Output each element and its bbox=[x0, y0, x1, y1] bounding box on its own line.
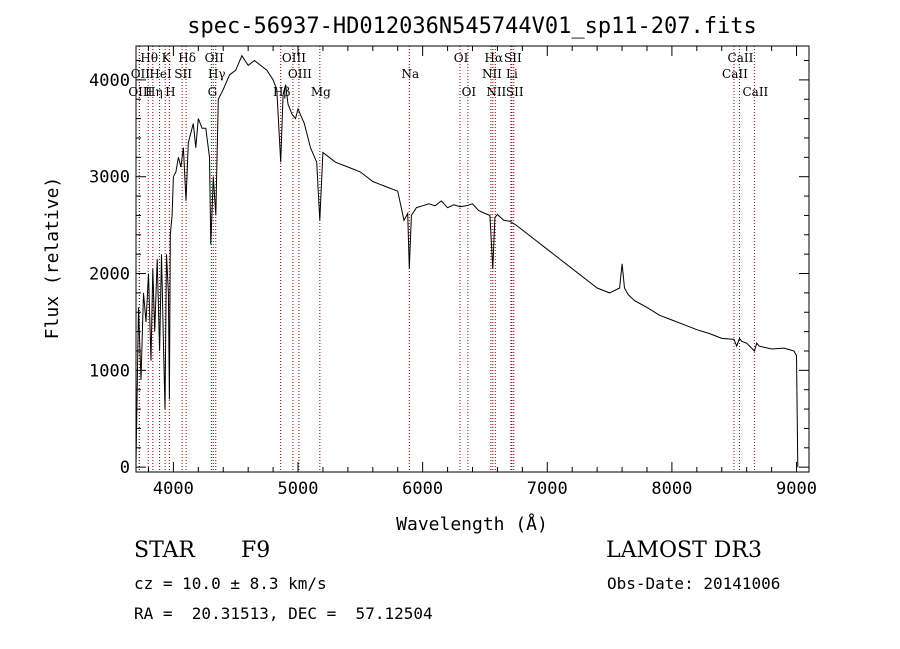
spectral-line-label: SII bbox=[174, 67, 192, 81]
spectral-line-label: OIII bbox=[128, 85, 152, 99]
x-tick-label: 6000 bbox=[402, 479, 443, 499]
spectrum-series-line bbox=[135, 54, 799, 468]
spectral-line-label: Hγ bbox=[208, 67, 226, 81]
spectral-line-label: CaII bbox=[728, 51, 754, 65]
spectral-line-label: Hα bbox=[485, 51, 504, 65]
spectral-line-label: NII bbox=[482, 67, 502, 81]
x-tick-label: 8000 bbox=[651, 479, 692, 499]
spectral-line-label: SII bbox=[506, 85, 524, 99]
survey-name: LAMOST DR3 bbox=[606, 538, 762, 563]
spectral-line-label: OIII bbox=[288, 67, 312, 81]
spectral-line-label: H bbox=[165, 85, 175, 99]
spectral-line-label: Hθ bbox=[140, 51, 158, 65]
chart-title: spec-56937-HD012036N545744V01_sp11-207.f… bbox=[187, 14, 757, 39]
spectral-line-label: CaII bbox=[722, 67, 748, 81]
y-tick-label: 4000 bbox=[89, 71, 130, 91]
spectral-line-label: K bbox=[162, 51, 172, 65]
spectral-line-label: CaII bbox=[742, 85, 768, 99]
x-axis-label: Wavelength (Å) bbox=[396, 513, 548, 535]
obs-date-text: Obs-Date: 20141006 bbox=[607, 574, 781, 593]
spectral-line-label: HeI bbox=[149, 67, 172, 81]
y-axis-ticks: 0 1000 2000 3000 4000 bbox=[89, 60, 809, 478]
y-tick-label: 3000 bbox=[89, 168, 130, 188]
y-tick-label: 0 bbox=[120, 458, 130, 478]
spectral-line-label: OI bbox=[454, 51, 469, 65]
spectral-line-markers bbox=[138, 46, 755, 472]
spectral-line-label: Li bbox=[506, 67, 518, 81]
spectral-line-label: NII bbox=[486, 85, 506, 99]
plot-frame bbox=[135, 45, 810, 473]
spectral-line-label: OI bbox=[462, 85, 477, 99]
spectral-line-label: OII bbox=[205, 51, 225, 65]
x-tick-label: 5000 bbox=[278, 479, 319, 499]
spectral-line-label: SII bbox=[504, 51, 522, 65]
spectral-line-label: Na bbox=[401, 67, 419, 81]
spectral-line-label: Hη bbox=[145, 85, 163, 99]
y-tick-label: 1000 bbox=[89, 361, 130, 381]
x-tick-label: 4000 bbox=[153, 479, 194, 499]
coordinates-text: RA = 20.31513, DEC = 57.12504 bbox=[134, 604, 433, 623]
object-class: STAR bbox=[134, 538, 195, 563]
y-tick-label: 2000 bbox=[89, 265, 130, 285]
spectral-line-label: Mg bbox=[311, 85, 331, 99]
redshift-text: cz = 10.0 ± 8.3 km/s bbox=[134, 574, 327, 593]
x-tick-label: 7000 bbox=[527, 479, 568, 499]
y-axis-label: Flux (relative) bbox=[42, 177, 63, 340]
spectral-line-label: G bbox=[208, 85, 218, 99]
x-tick-label: 9000 bbox=[776, 479, 817, 499]
x-axis-ticks: 4000 5000 6000 7000 8000 9000 bbox=[147, 46, 817, 499]
spectral-line-label: OIII bbox=[282, 51, 306, 65]
spectral-line-label: OII bbox=[131, 67, 151, 81]
spectral-line-label: Hδ bbox=[178, 51, 196, 65]
object-subclass: F9 bbox=[241, 538, 271, 563]
